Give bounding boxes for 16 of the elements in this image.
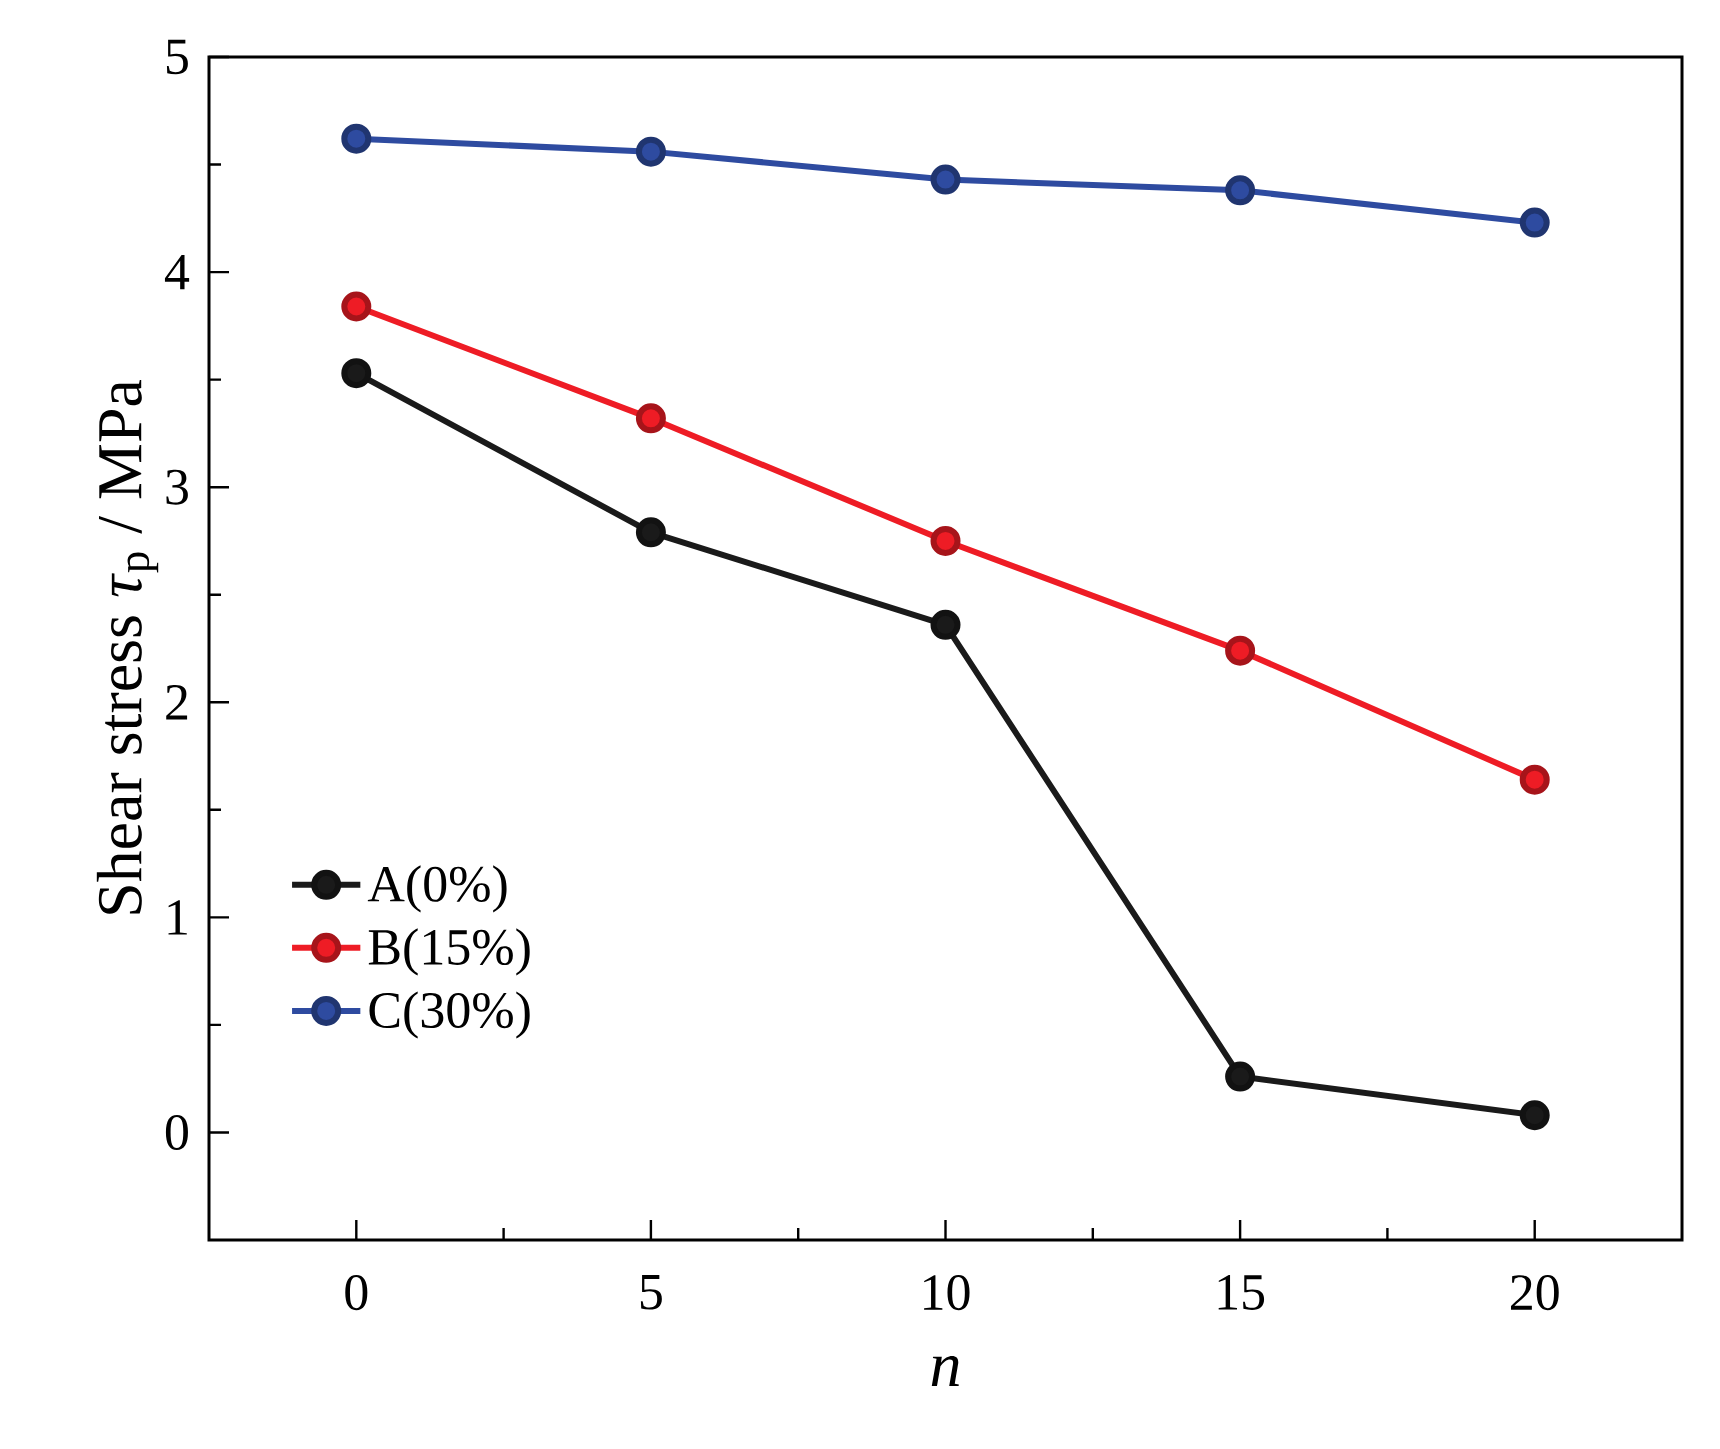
legend-label: B(15%) [368, 928, 530, 976]
y-axis-title: Shear stress τ$_{p}$ / MPa [96, 380, 159, 914]
y-tick-label: 2 [166, 685, 188, 720]
x-axis-title: n [931, 1355, 959, 1387]
x-tick-label: 15 [1218, 1275, 1265, 1310]
legend-label: C(30%) [369, 991, 530, 1039]
legend-label: A(0%) [367, 865, 507, 913]
x-tick-label: 10 [924, 1275, 970, 1311]
x-tick-label: 20 [1511, 1275, 1559, 1311]
y-tick-label: 1 [168, 900, 187, 935]
y-tick-label: 0 [165, 1114, 188, 1150]
y-tick-label: 5 [166, 39, 188, 75]
y-tick-label: 4 [164, 254, 190, 290]
y-tick-label: 3 [166, 469, 188, 505]
x-tick-label: 5 [640, 1275, 662, 1310]
x-tick-label: 0 [345, 1275, 368, 1311]
